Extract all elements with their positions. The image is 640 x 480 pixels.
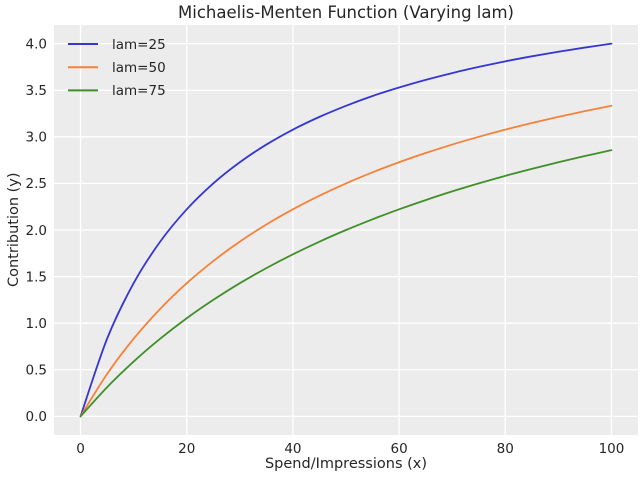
legend-label-lam=25: lam=25: [112, 37, 166, 53]
x-tick-label: 100: [599, 441, 625, 457]
x-tick-label: 20: [178, 441, 195, 457]
series-line-lam=75: [79, 149, 613, 418]
y-tick-label: 3.0: [26, 130, 47, 146]
y-tick-label: 1.5: [26, 269, 47, 285]
y-tick-label: 4.0: [26, 36, 47, 52]
legend-label-lam=75: lam=75: [112, 83, 166, 99]
legend-label-lam=50: lam=50: [112, 60, 166, 76]
x-tick-label: 80: [497, 441, 514, 457]
y-tick-label: 1.0: [26, 316, 47, 332]
y-tick-label: 0.0: [26, 409, 47, 425]
y-tick-label: 2.0: [26, 223, 47, 239]
y-tick-label: 0.5: [26, 363, 47, 379]
y-tick-label: 2.5: [26, 176, 47, 192]
x-tick-label: 0: [76, 441, 85, 457]
series-line-lam=25: [79, 42, 613, 418]
y-tick-label: 3.5: [26, 83, 47, 99]
series-line-lam=50: [79, 104, 613, 418]
y-axis-label: Contribution (y): [6, 172, 22, 288]
chart-title: Michaelis-Menten Function (Varying lam): [178, 3, 514, 22]
x-tick-label: 60: [390, 441, 407, 457]
x-tick-label: 40: [284, 441, 301, 457]
x-axis-label: Spend/Impressions (x): [264, 456, 428, 472]
